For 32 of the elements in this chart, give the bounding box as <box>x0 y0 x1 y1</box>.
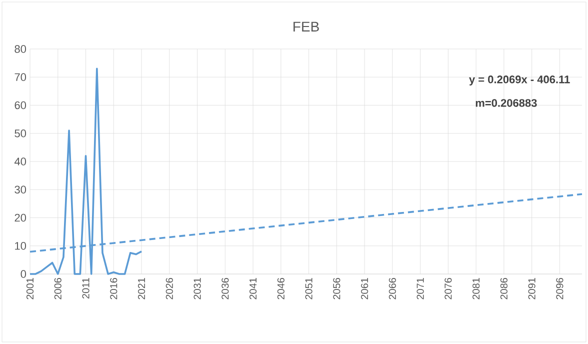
x-tick-label: 2066 <box>388 278 396 300</box>
y-tick-label: 40 <box>14 158 26 166</box>
y-tick-label: 10 <box>15 242 26 250</box>
x-tick-label: 2036 <box>222 278 229 300</box>
x-tick-label: 2061 <box>361 278 368 300</box>
x-tick-label: 2071 <box>416 278 424 300</box>
x-tick-label: 2021 <box>138 278 146 300</box>
x-tick-label: 2026 <box>166 278 173 300</box>
annotation: m=0.206883 <box>476 99 537 107</box>
y-tick-label: 80 <box>14 45 26 53</box>
y-tick-label: 50 <box>14 129 26 138</box>
x-tick-label: 2086 <box>500 278 508 300</box>
chart-title: FEB <box>294 22 319 32</box>
x-tick-label: 2041 <box>250 278 257 300</box>
y-tick-label: 20 <box>14 214 26 222</box>
x-tick-label: 2096 <box>556 278 564 300</box>
x-tick-label: 2016 <box>110 278 118 300</box>
x-tick-label: 2011 <box>82 278 90 299</box>
x-tick-label: 2091 <box>528 278 536 300</box>
x-tick-label: 2051 <box>305 278 312 300</box>
x-tick-label: 2076 <box>444 278 452 300</box>
y-tick-label: 70 <box>14 73 26 82</box>
x-tick-label: 2046 <box>277 278 284 300</box>
x-tick-label: 2056 <box>333 278 340 300</box>
y-tick-label: 60 <box>14 101 26 110</box>
x-tick-label: 2031 <box>194 278 201 300</box>
x-tick-label: 2081 <box>472 278 480 300</box>
annotation: y = 0.2069x - 406.11 <box>469 76 570 86</box>
x-tick-label: 2001 <box>26 278 34 300</box>
y-tick-label: 0 <box>20 270 26 278</box>
y-tick-label: 30 <box>14 186 26 194</box>
x-tick-label: 2006 <box>54 278 62 300</box>
